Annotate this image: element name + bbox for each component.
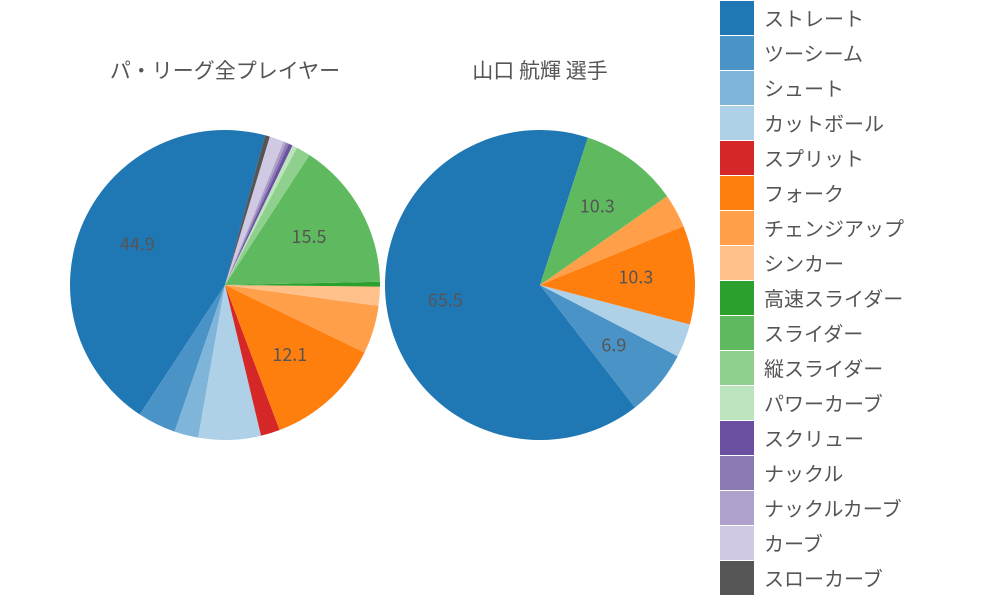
legend-item: ストレート xyxy=(720,0,990,35)
chart-container: パ・リーグ全プレイヤー 44.9 12.1 15.5 山口 航輝 選手 65.5 6.… xyxy=(0,0,1000,600)
legend-label: パワーカーブ xyxy=(764,388,883,417)
legend-label: 縦スライダー xyxy=(764,353,883,382)
legend-swatch xyxy=(720,211,754,245)
legend-item: 縦スライダー xyxy=(720,350,990,385)
legend-label: ツーシーム xyxy=(764,38,863,67)
legend-item: シュート xyxy=(720,70,990,105)
legend-swatch xyxy=(720,281,754,315)
legend-swatch xyxy=(720,561,754,595)
legend-label: スクリュー xyxy=(764,423,864,452)
legend-item: チェンジアップ xyxy=(720,210,990,245)
pie-slice-label: 15.5 xyxy=(291,223,326,249)
pie-league-svg: 44.9 12.1 15.5 xyxy=(60,120,390,450)
legend-item: パワーカーブ xyxy=(720,385,990,420)
legend-item: カーブ xyxy=(720,525,990,560)
legend-swatch xyxy=(720,106,754,140)
legend-item: カットボール xyxy=(720,105,990,140)
pie-league: パ・リーグ全プレイヤー 44.912.115.5 xyxy=(60,120,390,450)
pie-slice-label: 10.3 xyxy=(580,193,615,219)
legend-item: 高速スライダー xyxy=(720,280,990,315)
legend-swatch xyxy=(720,141,754,175)
legend-swatch xyxy=(720,36,754,70)
legend-swatch xyxy=(720,246,754,280)
legend-swatch xyxy=(720,176,754,210)
legend-swatch xyxy=(720,71,754,105)
legend-label: ストレート xyxy=(764,3,864,32)
pie-slice-label: 12.1 xyxy=(272,341,307,367)
legend-label: カットボール xyxy=(764,108,884,137)
pie-player: 山口 航輝 選手 65.56.910.310.3 xyxy=(375,120,705,450)
legend-item: スクリュー xyxy=(720,420,990,455)
pie-slice-label: 10.3 xyxy=(618,264,653,290)
legend-swatch xyxy=(720,351,754,385)
legend-label: スプリット xyxy=(764,143,864,172)
legend-item: ツーシーム xyxy=(720,35,990,70)
legend-item: シンカー xyxy=(720,245,990,280)
legend: ストレートツーシームシュートカットボールスプリットフォークチェンジアップシンカー… xyxy=(720,0,990,595)
pie-league-title: パ・リーグ全プレイヤー xyxy=(60,55,390,85)
legend-label: シュート xyxy=(764,73,844,102)
legend-item: スライダー xyxy=(720,315,990,350)
legend-swatch xyxy=(720,386,754,420)
legend-label: シンカー xyxy=(764,248,844,277)
legend-label: 高速スライダー xyxy=(764,283,903,312)
legend-label: スローカーブ xyxy=(764,563,883,592)
pie-slice-label: 65.5 xyxy=(428,286,463,312)
legend-item: ナックルカーブ xyxy=(720,490,990,525)
legend-label: ナックル xyxy=(764,458,843,487)
pie-player-svg: 65.5 6.9 10.3 10.3 xyxy=(375,120,705,450)
legend-swatch xyxy=(720,526,754,560)
legend-label: フォーク xyxy=(764,178,844,207)
legend-item: ナックル xyxy=(720,455,990,490)
legend-swatch xyxy=(720,491,754,525)
legend-item: フォーク xyxy=(720,175,990,210)
legend-label: ナックルカーブ xyxy=(764,493,902,522)
legend-label: スライダー xyxy=(764,318,863,347)
legend-item: スプリット xyxy=(720,140,990,175)
legend-label: カーブ xyxy=(764,528,823,557)
legend-swatch xyxy=(720,421,754,455)
legend-swatch xyxy=(720,456,754,490)
pie-slice-label: 44.9 xyxy=(120,231,155,257)
legend-item: スローカーブ xyxy=(720,560,990,595)
pie-slice-label: 6.9 xyxy=(601,331,626,357)
legend-swatch xyxy=(720,1,754,35)
legend-swatch xyxy=(720,316,754,350)
legend-label: チェンジアップ xyxy=(764,213,904,242)
pie-player-title: 山口 航輝 選手 xyxy=(375,55,705,85)
